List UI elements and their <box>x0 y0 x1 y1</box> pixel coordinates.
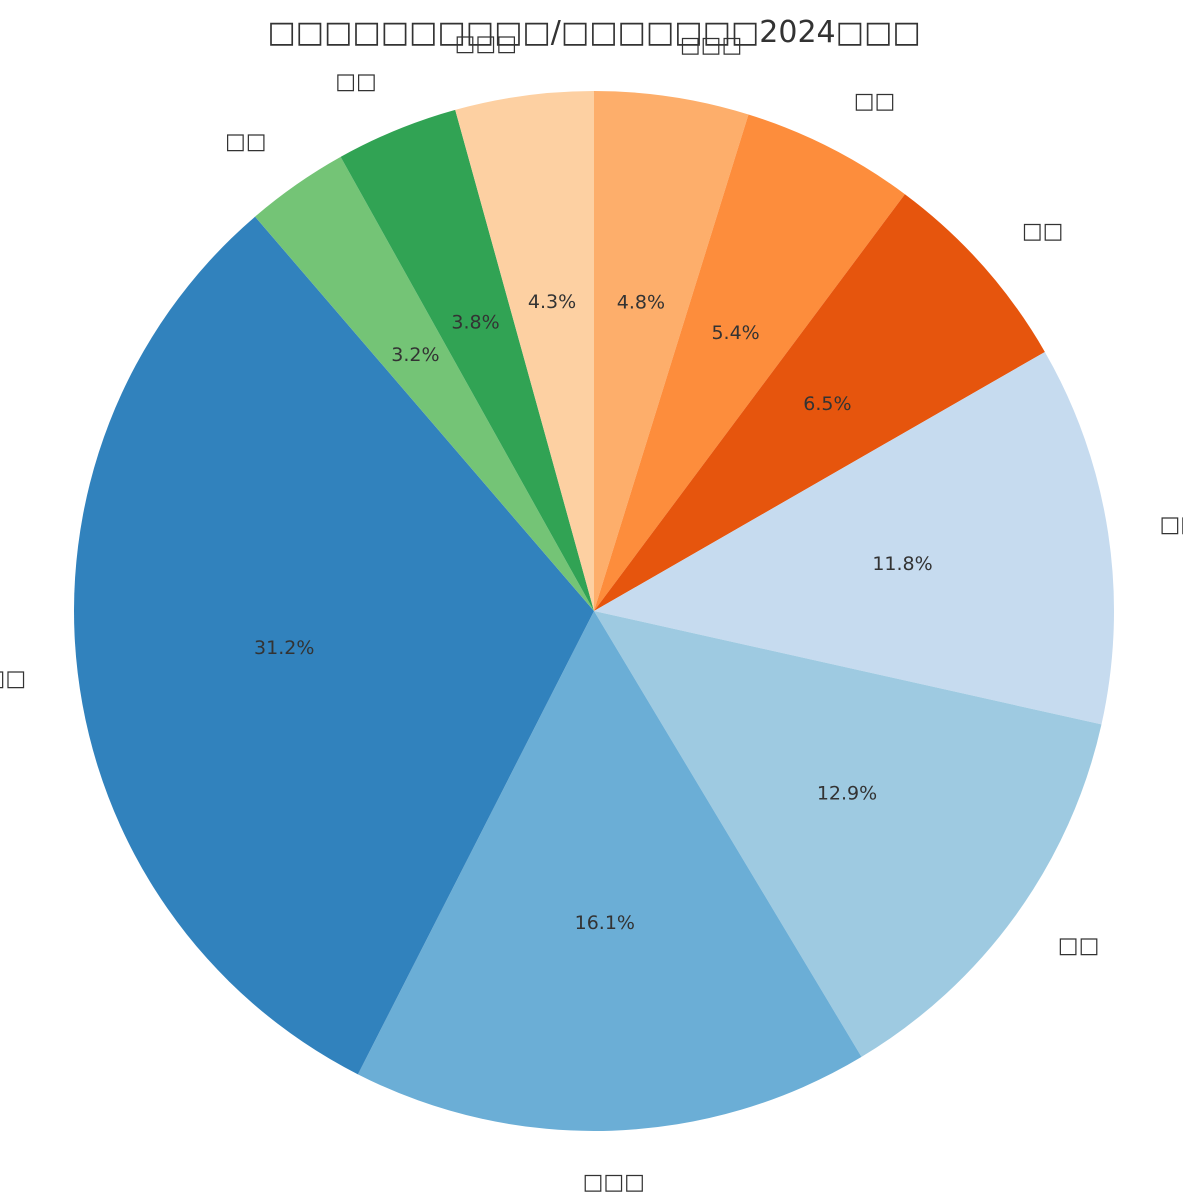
pie-slice <box>594 611 1102 1057</box>
pie-slice <box>594 91 749 611</box>
pie-slice <box>455 91 594 611</box>
slice-category-label: □□ <box>0 667 26 692</box>
slice-category-label: □□ <box>854 89 896 114</box>
slice-category-label: □□□ <box>680 33 742 58</box>
pie-slice <box>594 114 905 611</box>
slice-percentage-label: 31.2% <box>254 637 314 659</box>
slice-category-label: □□ <box>1058 933 1100 958</box>
slice-percentage-label: 11.8% <box>872 553 932 575</box>
chart-title: □□□□□□□□□□/□□□□□□□2024□□□ <box>267 15 920 50</box>
slice-percentage-label: 4.8% <box>617 292 665 314</box>
slice-percentage-label: 6.5% <box>803 393 851 415</box>
slice-category-label: □□□ <box>455 32 517 57</box>
slice-category-label: □□ <box>335 69 377 94</box>
slice-category-label: □□ <box>225 130 267 155</box>
slice-category-label: □□□ <box>583 1170 645 1195</box>
slice-category-label: □□ <box>1160 513 1183 538</box>
slice-percentage-label: 3.2% <box>391 344 439 366</box>
category-labels: □□□□□□□□□□□□□□□□□□□□□□□ <box>0 32 1183 1195</box>
slice-percentage-label: 16.1% <box>575 912 635 934</box>
slice-percentage-label: 4.3% <box>528 291 576 313</box>
slice-category-label: □□ <box>1022 219 1064 244</box>
pie-slice <box>255 156 595 611</box>
slice-percentage-label: 12.9% <box>817 783 877 805</box>
slice-percentage-label: 5.4% <box>711 322 759 344</box>
pie-slices <box>74 91 1115 1131</box>
pie-slice <box>594 194 1045 611</box>
pie-slice <box>74 216 595 1075</box>
percentage-labels: 4.8% 5.4% 6.5% 11.8% 12.9% 16.1% 31.2% 3.2% 3.8%… <box>254 291 933 934</box>
pie-slice <box>594 351 1115 725</box>
pie-slice <box>340 109 594 612</box>
pie-slice <box>357 611 862 1131</box>
slice-percentage-label: 3.8% <box>451 311 499 333</box>
